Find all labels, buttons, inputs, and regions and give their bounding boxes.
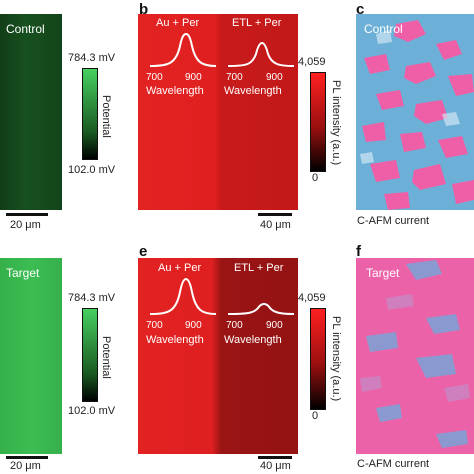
pl-min-label-bottom: 0 [312,410,319,422]
inset-etl-tick-700-bottom: 700 [226,320,243,331]
scale-bar-b [258,213,292,216]
cafm-target-image: Target [356,258,474,454]
inset-etl-tick-900-bottom: 900 [266,320,283,331]
kpfm-control-image: Control [0,14,62,210]
inset-etl-title-bottom: ETL + Per [234,262,284,274]
potential-max-label-bottom: 784.3 mV [68,292,116,304]
cafm-label-top: C-AFM current [357,215,430,227]
scale-label-d: 20 μm [10,460,41,472]
inset-au-title-bottom: Au + Per [158,262,202,274]
kpfm-target-image: Target [0,258,62,454]
pl-control-image: Au + Per 700 900 Wavelength ETL + Per 70… [138,14,298,210]
scale-label-e: 40 μm [260,460,291,472]
inset-au-title: Au + Per [156,17,200,29]
target-caption: Target [6,266,40,280]
inset-au-wavelength: Wavelength [146,85,204,97]
inset-au-peak [149,32,217,67]
inset-etl-wavelength: Wavelength [224,85,282,97]
cafm-control-image: Control [356,14,474,210]
potential-colorbar [82,68,98,160]
potential-max-label: 784.3 mV [68,52,116,64]
potential-axis-label-bottom: Potential [100,336,112,379]
potential-axis-label: Potential [100,95,112,138]
inset-etl-wavelength-bottom: Wavelength [224,334,282,346]
pl-colorbar-bottom [310,308,326,410]
inset-au-tick-900: 900 [185,72,202,83]
pl-max-label: 4,059 [298,56,326,68]
panel-letter-e: e [139,243,148,260]
control-caption: Control [6,22,45,36]
pl-axis-label-bottom: PL intensity (a.u.) [330,316,342,402]
inset-au-peak-bottom [149,277,217,315]
pl-max-label-bottom: 4,059 [298,292,326,304]
potential-colorbar-bottom [82,308,98,402]
potential-min-label: 102.0 mV [68,164,116,176]
pl-axis-label: PL intensity (a.u.) [330,80,342,166]
cafm-target-pattern [360,260,470,448]
potential-min-label-bottom: 102.0 mV [68,405,116,417]
pl-target-image: Au + Per 700 900 Wavelength ETL + Per 70… [138,258,298,454]
scale-bar-e [258,456,292,459]
inset-au-tick-700: 700 [146,72,163,83]
inset-etl-tick-900: 900 [266,72,283,83]
cafm-label-bottom: C-AFM current [357,458,430,470]
inset-etl-peak [227,41,295,67]
inset-etl-peak-bottom [227,302,295,315]
inset-au-wavelength-bottom: Wavelength [146,334,204,346]
scale-label-a: 20 μm [10,219,41,231]
c-caption: Control [364,22,403,36]
pl-colorbar [310,72,326,172]
cafm-control-pattern [360,20,474,210]
scale-bar-a [6,213,48,216]
panel-letter-c: c [356,1,365,18]
inset-etl-tick-700: 700 [226,72,243,83]
pl-min-label: 0 [312,172,319,184]
scale-label-b: 40 μm [260,219,291,231]
inset-etl-title: ETL + Per [232,17,282,29]
scale-bar-d [6,456,48,459]
inset-au-tick-700-bottom: 700 [146,320,163,331]
panel-letter-b: b [139,1,149,18]
panel-letter-f: f [356,243,361,260]
f-caption: Target [366,266,400,280]
inset-au-tick-900-bottom: 900 [185,320,202,331]
